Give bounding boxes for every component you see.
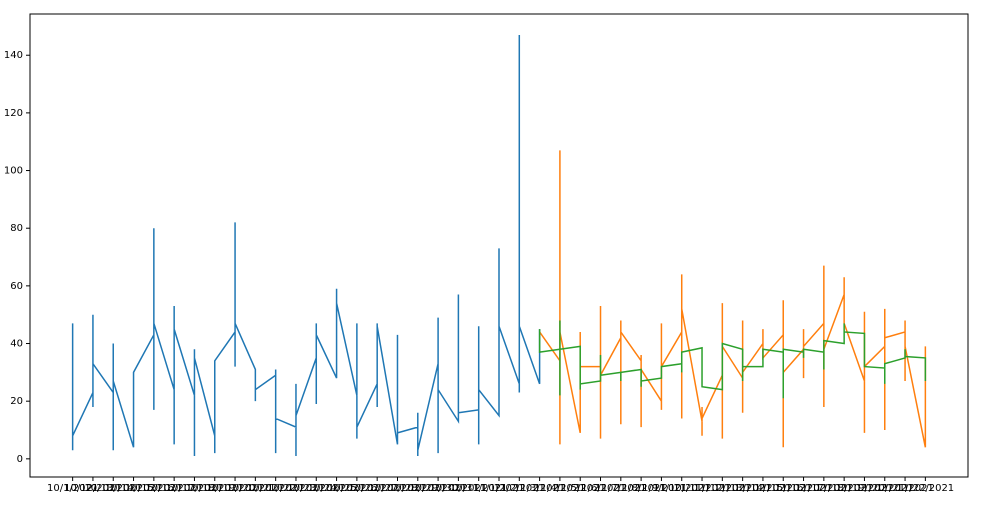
x-tick-label: 11/20/2021 <box>856 483 914 494</box>
x-tick-label: 11/7/2021 <box>595 483 646 494</box>
series-line <box>538 150 927 448</box>
x-tick-label: 10/14/2021 <box>105 483 163 494</box>
x-tick-label: 10/19/2021 <box>206 483 264 494</box>
x-tick-label: 10/25/2021 <box>328 483 386 494</box>
x-tick-label: 10/28/2021 <box>389 483 447 494</box>
x-tick-label: 11/4/2021 <box>534 483 585 494</box>
x-tick-label: 11/10/2021 <box>653 483 711 494</box>
x-tick-label: 10/16/2021 <box>145 483 203 494</box>
x-tick-label: 11/13/2021 <box>714 483 772 494</box>
series-line <box>71 35 541 456</box>
y-tick-label: 60 <box>10 281 23 292</box>
x-tick-label: 11/11/2021 <box>673 483 731 494</box>
x-tick-label: 11/15/2021 <box>754 483 812 494</box>
x-tick-label: 10/20/2021 <box>227 483 285 494</box>
y-tick-label: 20 <box>10 396 23 407</box>
x-tick-label: 11/3/2021 <box>514 483 565 494</box>
x-tick-label: 10/17/2021 <box>166 483 224 494</box>
x-tick-label: 11/9/2021 <box>636 483 687 494</box>
x-tick-label: 11/22/2021 <box>897 483 955 494</box>
series-line <box>538 320 927 399</box>
x-tick-label: 10/24/2021 <box>308 483 366 494</box>
y-tick-label: 40 <box>10 339 23 350</box>
x-tick-label: 10/23/2021 <box>287 483 345 494</box>
x-tick-label: 11/14/2021 <box>734 483 792 494</box>
x-tick-label: 11/2/2021 <box>494 483 545 494</box>
y-tick-label: 100 <box>4 166 23 177</box>
x-tick-label: 10/30/2021 <box>430 483 488 494</box>
x-tick-label: 11/18/2021 <box>815 483 873 494</box>
x-tick-label: 11/1/2021 <box>473 483 524 494</box>
y-tick-label: 80 <box>10 223 23 234</box>
x-tick-label: 10/13/2021 <box>84 483 142 494</box>
x-tick-label: 11/16/2021 <box>775 483 833 494</box>
x-tick-label: 10/22/2021 <box>267 483 325 494</box>
x-tick-label: 10/15/2021 <box>125 483 183 494</box>
x-tick-label: 10/18/2021 <box>186 483 244 494</box>
x-tick-label: 10/27/2021 <box>369 483 427 494</box>
x-tick-label: 11/8/2021 <box>615 483 666 494</box>
y-tick-label: 0 <box>17 454 23 465</box>
x-tick-label: 10/29/2021 <box>409 483 467 494</box>
x-tick-label: 10/31/2021 <box>450 483 508 494</box>
x-tick-label: 11/12/2021 <box>694 483 752 494</box>
x-tick-label: 10/12/2021 <box>64 483 122 494</box>
x-tick-label: 11/6/2021 <box>575 483 626 494</box>
x-tick-label: 11/17/2021 <box>795 483 853 494</box>
x-tick-label: 10/1/2021 <box>47 483 98 494</box>
x-tick-label: 10/21/2021 <box>247 483 305 494</box>
y-tick-label: 120 <box>4 108 23 119</box>
x-tick-label: 11/19/2021 <box>836 483 894 494</box>
x-tick-label: 11/21/2021 <box>876 483 934 494</box>
x-tick-label: 10/26/2021 <box>348 483 406 494</box>
y-tick-label: 140 <box>4 50 23 61</box>
x-tick-label: 11/5/2021 <box>555 483 606 494</box>
